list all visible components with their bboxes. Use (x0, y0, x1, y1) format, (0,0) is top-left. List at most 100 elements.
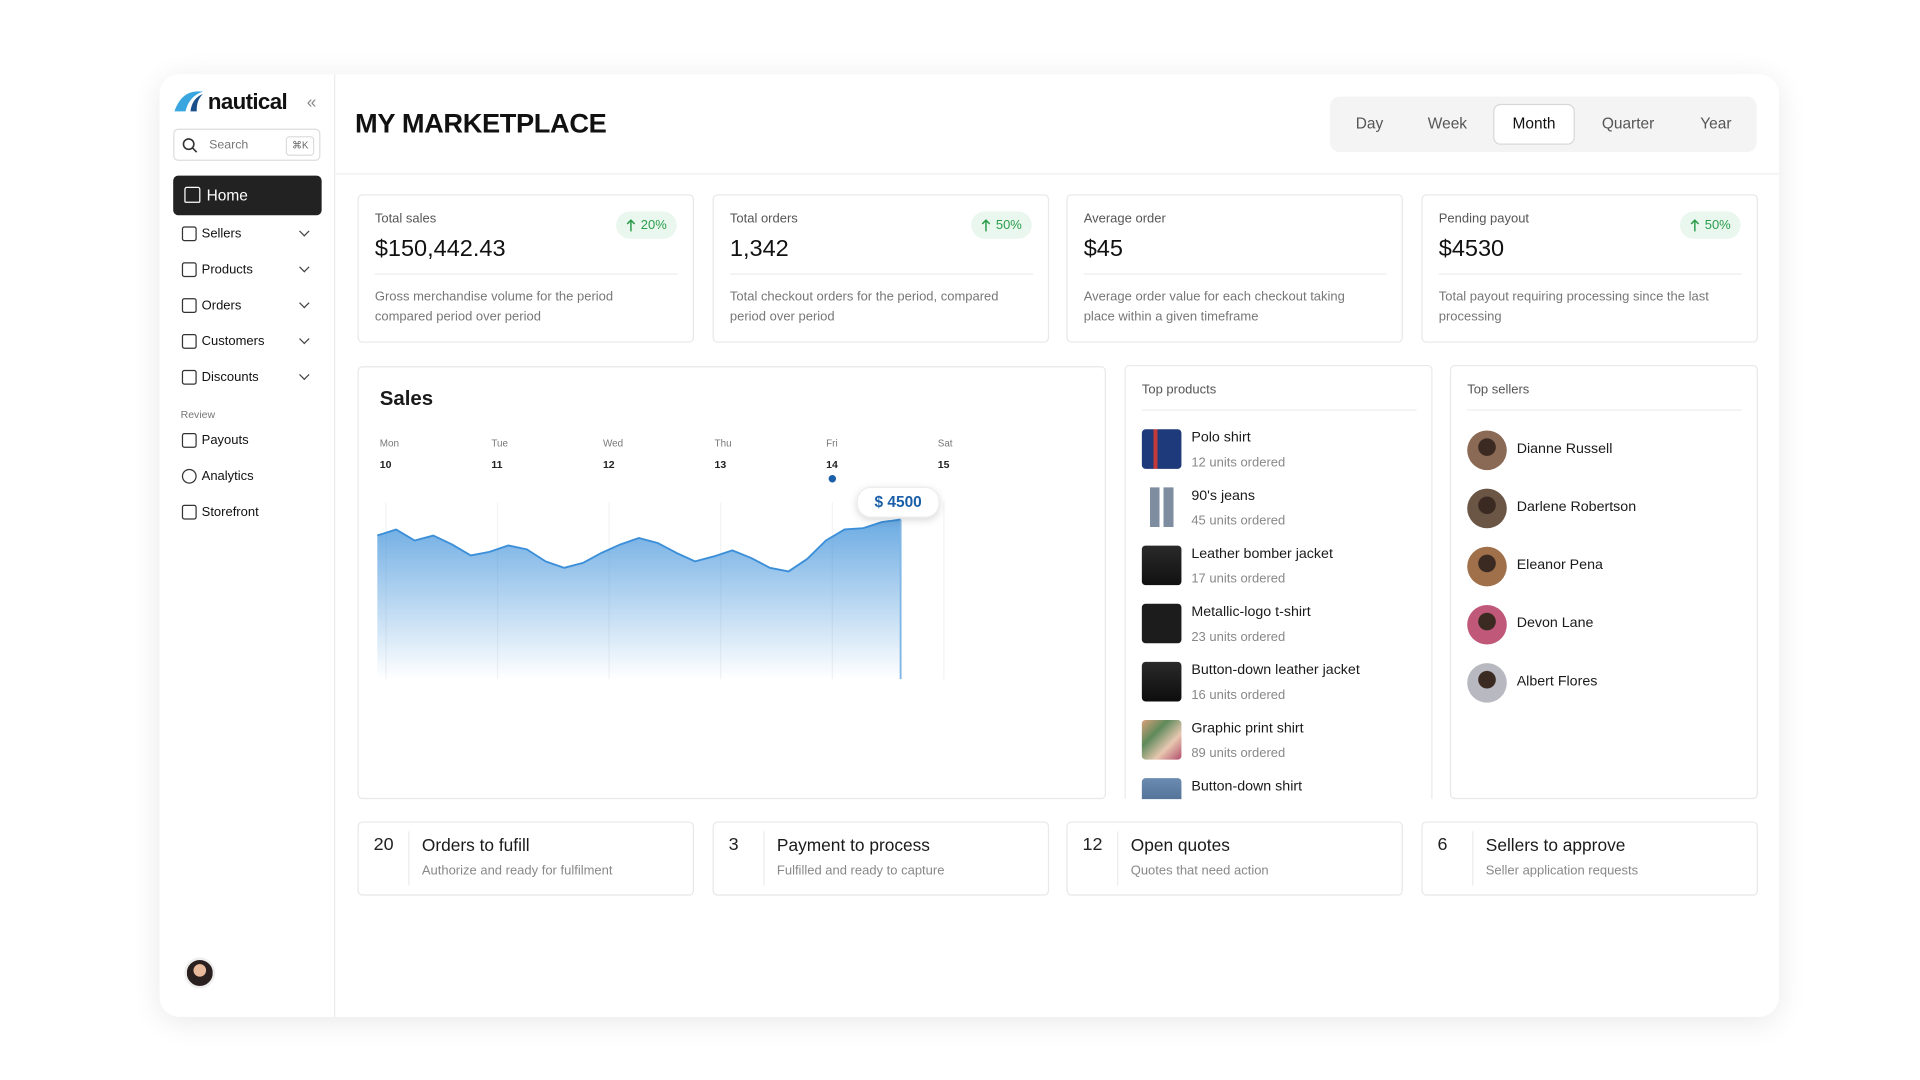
nav-icon (181, 504, 197, 520)
nav-label[interactable]: Sellers (201, 226, 242, 241)
product-name[interactable]: Button-down shirt (1191, 779, 1303, 795)
day-label: Mon (380, 439, 399, 450)
task-count: 3 (728, 834, 739, 855)
divider (374, 273, 678, 275)
period-tab[interactable]: Month (1512, 114, 1556, 133)
sales-card (357, 366, 1106, 800)
stat-value: $45 (1083, 235, 1123, 262)
change-badge: 50% (971, 211, 1032, 239)
nav-icon (181, 262, 197, 278)
product-name[interactable]: 90's jeans (1191, 488, 1255, 504)
top-products-card: Top products Polo shirt 12 units ordered 90… (1124, 364, 1433, 800)
task-description: Authorize and ready for fulfilment (421, 863, 613, 879)
search-icon (182, 138, 198, 153)
seller-avatar (1467, 663, 1507, 703)
nav-label[interactable]: Storefront (201, 504, 259, 520)
nav-label[interactable]: Products (201, 261, 253, 277)
user-avatar[interactable] (184, 957, 216, 989)
product-name[interactable]: Leather bomber jacket (1191, 547, 1333, 562)
task-title: Sellers to approve (1485, 835, 1626, 855)
stat-card (357, 194, 695, 343)
arrow-up (981, 218, 991, 233)
change-badge: 20% (616, 211, 677, 239)
seller-name[interactable]: Albert Flores (1516, 674, 1598, 690)
change-value: 50% (995, 217, 1022, 233)
task-title: Open quotes (1130, 835, 1230, 855)
product-thumbnail (1141, 603, 1182, 644)
nav-label[interactable]: Discounts (201, 369, 259, 385)
product-thumbnail (1141, 545, 1182, 586)
stat-label: Total sales (374, 211, 437, 227)
product-thumbnail (1141, 487, 1182, 528)
top-sellers-card: Top sellers Dianne Russell Darlene Roberts… (1449, 364, 1758, 800)
task-title: Payment to process (776, 835, 930, 855)
seller-name[interactable]: Dianne Russell (1516, 441, 1613, 457)
day-label: Tue (491, 439, 508, 450)
logo-mark (174, 91, 203, 112)
stat-description: Total payout requiring processing since … (1438, 289, 1709, 325)
change-badge: 50% (1679, 211, 1741, 239)
seller-avatar (1467, 488, 1507, 529)
section-heading: Review (180, 407, 216, 421)
date-label: 14 (826, 459, 838, 471)
nav-label: Home (206, 186, 248, 204)
seller-name[interactable]: Devon Lane (1516, 616, 1594, 632)
product-name[interactable]: Metallic-logo t-shirt (1191, 605, 1311, 621)
period-tab[interactable]: Quarter (1601, 114, 1655, 133)
stat-description: Total checkout orders for the period, co… (729, 289, 999, 325)
chart-title: Sales (380, 388, 433, 410)
stat-card (712, 194, 1050, 343)
task-card[interactable] (1421, 821, 1758, 896)
page-title: MY MARKETPLACE (355, 107, 607, 139)
date-label: 10 (380, 459, 392, 471)
stat-label: Pending payout (1438, 211, 1530, 227)
divider (1438, 273, 1742, 275)
card-title: Top sellers (1467, 381, 1530, 397)
nav-label[interactable]: Customers (201, 333, 265, 349)
stat-description: Gross merchandise volume for the period … (374, 289, 614, 325)
arrow-up (626, 218, 636, 233)
period-tab-active[interactable] (1493, 103, 1575, 145)
collapse-button[interactable]: « (306, 91, 317, 112)
sidebar-divider (334, 74, 336, 1017)
nav-item-active[interactable]: Home (173, 175, 322, 216)
product-units: 12 units ordered (1191, 454, 1286, 470)
nav-icon (181, 369, 197, 385)
day-label: Fri (826, 439, 838, 450)
tooltip-label: $ 4500 (875, 494, 922, 511)
seller-name[interactable]: Darlene Robertson (1516, 500, 1637, 515)
seller-name[interactable]: Eleanor Pena (1516, 558, 1603, 574)
change-value: 50% (1704, 217, 1731, 233)
period-tab[interactable]: Year (1700, 114, 1732, 133)
seller-avatar (1467, 546, 1507, 587)
divider (729, 273, 1033, 275)
stat-label: Total orders (729, 211, 798, 227)
period-tab[interactable]: Day (1355, 114, 1384, 133)
product-name[interactable]: Polo shirt (1191, 430, 1251, 446)
task-divider (408, 831, 410, 886)
product-name[interactable]: Button-down leather jacket (1191, 663, 1360, 679)
nav-label[interactable]: Orders (201, 297, 242, 313)
task-card[interactable] (712, 821, 1050, 896)
header-divider (335, 173, 1779, 175)
task-card[interactable] (1066, 821, 1403, 896)
product-thumbnail (1141, 661, 1182, 702)
period-tab[interactable]: Week (1427, 114, 1468, 133)
product-units: 23 units ordered (1191, 629, 1286, 645)
divider (1467, 409, 1742, 411)
divider (1141, 409, 1417, 411)
shortcut: ⌘K (285, 136, 315, 156)
nav-label[interactable]: Analytics (201, 468, 254, 484)
nav-icon (181, 298, 197, 313)
task-divider (1472, 831, 1474, 886)
stat-value: 1,342 (729, 235, 789, 262)
card-title: Top products (1141, 381, 1217, 397)
search-box[interactable]: Search ⌘K (173, 128, 321, 161)
brand: nautical (207, 89, 288, 114)
task-card[interactable] (357, 821, 695, 896)
product-units: 17 units ordered (1191, 571, 1286, 587)
product-name[interactable]: Graphic print shirt (1191, 721, 1304, 737)
nav-label[interactable]: Payouts (201, 432, 249, 448)
